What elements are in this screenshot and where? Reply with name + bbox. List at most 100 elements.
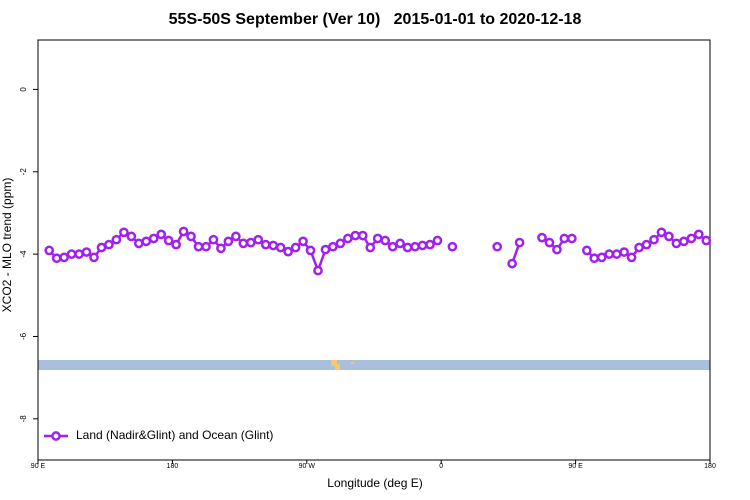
surface-band	[38, 360, 710, 370]
point-marker	[671, 238, 682, 249]
point-marker	[514, 237, 525, 248]
point-marker	[641, 239, 652, 250]
point-marker	[216, 243, 226, 254]
x-tick-label: 90 E	[568, 463, 583, 470]
point-marker	[268, 240, 279, 251]
y-axis-label: XCO2 - MLO trend (ppm)	[0, 178, 14, 313]
point-marker	[544, 237, 555, 248]
point-marker	[171, 239, 181, 250]
point-marker	[492, 241, 503, 252]
surface-band-mark	[351, 362, 354, 364]
point-marker	[74, 249, 84, 259]
point-marker	[245, 237, 256, 248]
surface-band-mark	[331, 360, 337, 366]
point-marker	[664, 231, 674, 242]
y-tick-label: -6	[19, 332, 28, 340]
point-marker	[432, 235, 443, 246]
point-marker	[313, 265, 323, 276]
point-marker	[402, 242, 413, 253]
point-marker	[305, 245, 316, 256]
y-tick-label: -2	[19, 168, 28, 176]
point-marker	[589, 253, 600, 264]
point-marker	[223, 236, 234, 247]
point-marker	[619, 247, 629, 257]
point-marker	[693, 229, 704, 240]
x-tick-label: 90 W	[299, 463, 316, 470]
point-marker	[238, 238, 249, 249]
point-marker	[66, 249, 77, 259]
point-marker	[387, 241, 398, 252]
point-marker	[567, 233, 577, 244]
point-marker	[111, 234, 122, 245]
point-marker	[81, 247, 92, 257]
point-marker	[552, 244, 562, 255]
point-marker	[611, 249, 622, 259]
point-marker	[656, 227, 667, 238]
point-marker	[148, 233, 159, 244]
legend-label: Land (Nadir&Glint) and Ocean (Glint)	[76, 428, 273, 442]
point-marker	[44, 245, 55, 256]
point-marker	[626, 252, 637, 263]
point-marker	[425, 239, 435, 250]
point-marker	[581, 245, 592, 256]
point-marker	[559, 233, 570, 244]
legend-marker	[51, 431, 61, 441]
point-marker	[410, 241, 420, 252]
x-tick-label: 180	[167, 463, 179, 470]
point-marker	[365, 242, 376, 253]
point-marker	[686, 233, 697, 244]
plot-frame	[37, 39, 711, 461]
point-marker	[343, 233, 353, 244]
point-marker	[335, 238, 346, 249]
point-marker	[634, 242, 644, 253]
y-tick-label: 0	[19, 87, 28, 92]
point-marker	[163, 235, 174, 246]
point-marker	[201, 241, 211, 252]
y-tick-label: -8	[19, 415, 28, 423]
point-marker	[119, 227, 129, 238]
point-marker	[186, 231, 196, 242]
point-marker	[298, 236, 308, 247]
point-marker	[89, 252, 99, 263]
x-axis-label: Longitude (deg E)	[327, 476, 422, 490]
point-marker	[417, 240, 428, 251]
point-marker	[156, 229, 167, 240]
point-marker	[193, 241, 204, 252]
point-marker	[126, 231, 137, 242]
point-marker	[178, 226, 189, 237]
point-marker	[507, 258, 517, 269]
chart-title: 55S-50S September (Ver 10) 2015-01-01 to…	[169, 11, 582, 28]
x-tick-label: 90 E	[31, 463, 46, 470]
point-marker	[649, 234, 659, 245]
point-marker	[328, 241, 338, 252]
surface-band-mark	[335, 364, 340, 370]
point-marker	[320, 244, 331, 255]
point-marker	[447, 241, 458, 252]
point-marker	[290, 242, 301, 253]
point-marker	[380, 235, 391, 246]
point-marker	[537, 232, 547, 243]
point-marker	[596, 252, 607, 263]
point-marker	[395, 238, 405, 249]
point-marker	[253, 234, 264, 245]
point-marker	[283, 246, 293, 257]
x-tick-label: 180	[704, 463, 716, 470]
point-marker	[260, 239, 271, 250]
point-marker	[701, 235, 712, 246]
y-tick-label: -4	[19, 250, 28, 258]
point-marker	[679, 236, 689, 247]
point-marker	[231, 231, 241, 242]
point-marker	[357, 230, 368, 241]
point-marker	[133, 238, 144, 249]
point-marker	[96, 242, 107, 253]
point-marker	[104, 239, 114, 250]
point-marker	[275, 242, 286, 253]
x-tick-label: 0	[439, 463, 443, 470]
point-marker	[59, 252, 69, 263]
point-marker	[208, 234, 219, 245]
point-marker	[141, 236, 152, 247]
point-marker	[51, 253, 62, 264]
point-marker	[372, 233, 383, 244]
point-marker	[350, 230, 361, 241]
